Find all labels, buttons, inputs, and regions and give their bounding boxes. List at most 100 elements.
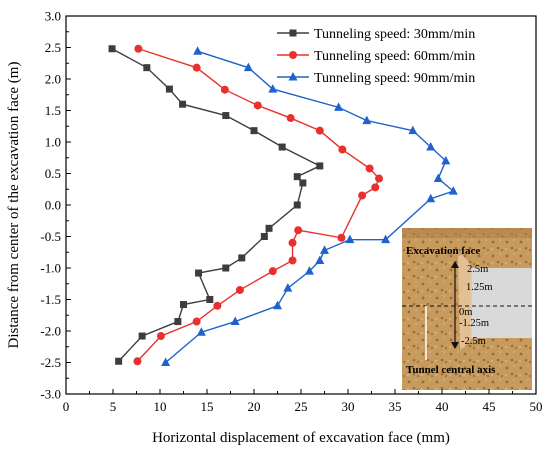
inset-arrow-up-icon [451,261,459,268]
series-1-point [222,264,230,272]
series-3-point [230,316,240,326]
series-2-point [286,114,295,123]
legend-circle-icon [289,51,297,59]
inset-diagram: Excavation face 2.5m 1.25m 0m -1.25m -2.… [402,228,532,390]
inset-label-zero: 0m [459,307,472,318]
series-1-point [115,357,123,365]
y-tick-label: -3.0 [40,387,61,402]
series-2-point [134,44,143,53]
series-2-point [375,174,384,183]
series-3-point [448,186,458,195]
legend-label-2: Tunneling speed: 60mm/min [314,49,475,64]
series-2-point [371,183,380,192]
x-tick-label: 35 [389,399,402,414]
series-1-point [165,85,173,93]
series-1-point [316,162,324,170]
legend: Tunneling speed: 30mm/min Tunneling speed… [277,27,475,86]
series-3-point [381,234,391,244]
series-3-point [268,84,278,93]
series-2-point [192,63,201,72]
series-2-point [213,301,222,310]
series-3-point [334,102,344,111]
series-3-point [304,266,314,275]
y-tick-label: 2.5 [45,40,61,55]
y-tick-label: 0.0 [45,198,61,213]
series-1-point [108,45,116,53]
series-3-point [441,155,451,165]
inset-top-shade [402,228,532,238]
y-tick-label: 1.5 [45,103,61,118]
series-1-point [174,318,182,326]
inset-arrow-down-icon [451,342,459,349]
inset-cavity [470,268,532,338]
series-3-point [193,46,203,55]
series-1-point [238,254,246,262]
series-2-point [337,233,346,242]
x-tick-label: 50 [530,399,543,414]
series-2-point [358,191,367,200]
series-3-point [196,327,206,336]
series-2-point [338,145,347,154]
series-2-point [192,317,201,326]
y-tick-label: -1.0 [40,261,61,276]
y-axis-title: Distance from center of the excavation f… [6,62,22,349]
series-3-point [315,255,325,264]
series-2-point [294,226,303,235]
series-2-point [220,85,229,94]
series-1-point [293,173,301,181]
x-tick-label: 30 [342,399,355,414]
series-2-point [235,286,244,295]
series-3-point [426,142,436,151]
series-2-point [365,164,374,173]
x-tick-label: 40 [436,399,449,414]
legend-square-icon [289,29,297,37]
series-3-point [320,245,329,254]
plot-area: 0 5 10 15 20 25 30 35 40 45 50 -3.0 -2.5 -2.0 -1.5 -1.0… [6,9,543,447]
series-1-point [265,224,273,232]
series-3-point [408,125,418,135]
series-2-point [268,267,277,276]
legend-label-3: Tunneling speed: 90mm/min [314,71,475,86]
series-1-point [260,233,268,240]
series-1-point [138,332,146,340]
x-tick-label: 5 [110,399,117,414]
series-3-point [161,357,171,366]
inset-label-upper: 1.25m [466,282,493,293]
legend-label-1: Tunneling speed: 30mm/min [314,27,475,42]
x-tick-label: 25 [295,399,308,414]
series-3-point [433,173,443,183]
y-tick-label: 3.0 [45,9,61,24]
y-tick-label: 1.0 [45,135,61,150]
series-2-point [133,357,142,366]
series-3-point [273,300,282,310]
series-2-point [288,238,297,247]
series-1-point [250,127,258,135]
series-2-point [315,126,324,135]
series-2-point [253,101,262,110]
series-1-point [278,143,286,151]
inset-label-bottom: -2.5m [461,336,486,347]
series-3-point [243,62,253,72]
x-tick-label: 20 [248,399,261,414]
series-2-point [156,332,165,341]
series-1-point [143,64,151,72]
series-1-point [293,201,301,209]
series-1-point [206,296,214,303]
x-tick-label: 10 [154,399,167,414]
x-tick-label: 15 [201,399,214,414]
inset-label-top: 2.5m [467,264,488,275]
x-tick-label: 45 [483,399,496,414]
series-3-point [362,115,372,125]
y-tick-label: -2.5 [40,355,61,370]
series-1-point [180,301,187,309]
y-tick-label: 2.0 [45,72,61,87]
series-3-point [426,193,436,203]
inset-face-surface [458,255,472,350]
series-1-point [195,269,203,277]
series-3-point [345,234,355,244]
inset-label-face: Excavation face [406,245,480,257]
y-tick-label: -1.5 [40,292,61,307]
series-1-point [179,100,187,108]
x-tick-label: 0 [63,399,70,414]
